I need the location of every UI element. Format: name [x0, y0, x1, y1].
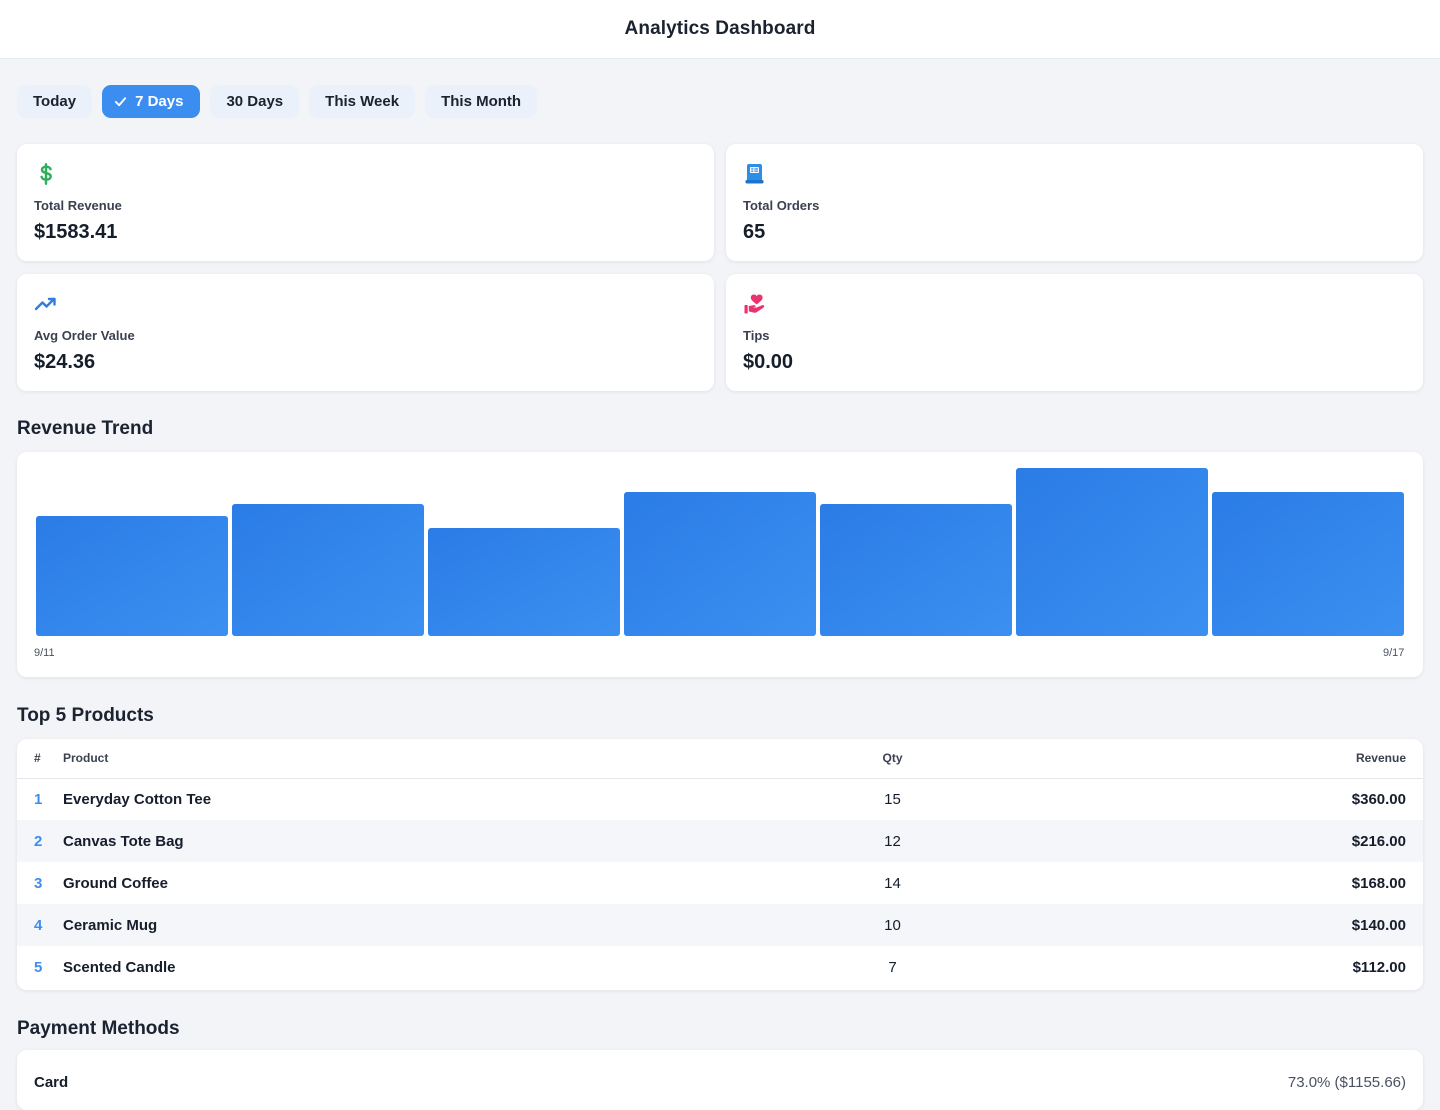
product-qty: 15	[884, 790, 901, 808]
heart-hand-icon	[744, 294, 765, 314]
filter-30-days[interactable]: 30 Days	[210, 85, 300, 118]
product-rank: 4	[17, 904, 63, 946]
table-row: 4 Ceramic Mug 10 $140.00	[17, 904, 1423, 946]
column-header-revenue: Revenue	[1022, 739, 1423, 779]
payment-methods-card: Card 73.0% ($1155.66)	[17, 1050, 1423, 1110]
revenue-trend-chart	[17, 452, 1423, 677]
revenue-bar-9-16	[1016, 468, 1208, 636]
stat-value: $24.36	[34, 351, 96, 373]
stat-value: 65	[743, 221, 766, 243]
stat-label: Avg Order Value	[34, 328, 135, 343]
stat-card-avg-order-value: Avg Order Value $24.36	[17, 274, 714, 391]
column-header-rank: #	[17, 739, 63, 779]
stat-label: Tips	[743, 328, 770, 343]
revenue-bar-9-13	[428, 528, 620, 636]
column-header-qty: Qty	[763, 739, 1022, 779]
revenue-bar-chart	[36, 468, 1404, 636]
payment-method-name: Card	[34, 1074, 69, 1091]
stat-value: $0.00	[743, 351, 794, 373]
table-row: 5 Scented Candle 7 $112.00	[17, 946, 1423, 988]
stat-value: $1583.41	[34, 221, 118, 243]
filter-7-days[interactable]: 7 Days	[102, 85, 201, 118]
table-row: 3 Ground Coffee 14 $168.00	[17, 862, 1423, 904]
column-header-product: Product	[63, 739, 763, 779]
product-name: Everyday Cotton Tee	[63, 790, 212, 808]
x-axis-end-label: 9/17	[1383, 647, 1405, 659]
x-axis-start-label: 9/11	[34, 647, 55, 659]
revenue-bar-9-17	[1212, 492, 1404, 636]
product-name: Ground Coffee	[63, 874, 168, 892]
filter-label: 7 Days	[135, 93, 184, 110]
top-products-title: Top 5 Products	[17, 705, 154, 726]
product-qty: 12	[763, 820, 1022, 862]
product-name: Ceramic Mug	[63, 904, 763, 946]
filter-label: 30 Days	[226, 93, 284, 110]
date-range-filters: Today 7 Days 30 Days This Week This Mont…	[17, 85, 538, 118]
top-products-table: # Product Qty Revenue 1 Everyday Cotton …	[17, 739, 1423, 990]
filter-today[interactable]: Today	[17, 85, 93, 118]
receipt-icon	[745, 164, 764, 184]
trending-up-icon	[34, 297, 56, 311]
stat-label: Total Orders	[743, 198, 820, 213]
filter-label: This Month	[441, 93, 522, 110]
product-rank: 2	[17, 820, 63, 862]
product-revenue: $140.00	[1022, 904, 1423, 946]
filter-label: Today	[33, 93, 77, 110]
product-name: Canvas Tote Bag	[63, 820, 763, 862]
payment-method-row: Card 73.0% ($1155.66)	[34, 1074, 1406, 1091]
product-rank: 5	[34, 958, 43, 976]
product-name: Scented Candle	[63, 958, 176, 976]
filter-label: This Week	[325, 93, 400, 110]
dollar-icon	[40, 163, 52, 185]
payment-methods-title: Payment Methods	[17, 1018, 180, 1039]
product-rank: 3	[34, 874, 43, 892]
product-qty: 7	[888, 958, 897, 976]
product-revenue: $168.00	[1351, 874, 1406, 892]
payment-method-value: 73.0% ($1155.66)	[1287, 1074, 1406, 1091]
check-icon	[114, 97, 127, 107]
page-title: Analytics Dashboard	[624, 18, 816, 39]
stat-card-total-revenue: Total Revenue $1583.41	[17, 144, 714, 261]
product-revenue: $360.00	[1351, 790, 1406, 808]
table-header-row: # Product Qty Revenue	[17, 739, 1423, 779]
filter-this-month[interactable]: This Month	[425, 85, 538, 118]
product-revenue: $112.00	[1352, 958, 1406, 976]
table-row: 2 Canvas Tote Bag 12 $216.00	[17, 820, 1423, 862]
revenue-bar-9-14	[624, 492, 816, 636]
revenue-bar-9-11	[36, 516, 228, 636]
product-qty: 10	[763, 904, 1022, 946]
stat-card-total-orders: Total Orders 65	[726, 144, 1423, 261]
top-bar: Analytics Dashboard	[0, 0, 1440, 59]
revenue-bar-9-15	[820, 504, 1012, 636]
stat-card-tips: Tips $0.00	[726, 274, 1423, 391]
table-row: 1 Everyday Cotton Tee 15 $360.00	[17, 778, 1423, 820]
product-qty: 14	[884, 874, 901, 892]
stat-label: Total Revenue	[34, 198, 122, 213]
revenue-trend-title: Revenue Trend	[17, 418, 154, 439]
revenue-bar-9-12	[232, 504, 424, 636]
product-revenue: $216.00	[1022, 820, 1423, 862]
product-rank: 1	[34, 790, 43, 808]
filter-this-week[interactable]: This Week	[309, 85, 416, 118]
